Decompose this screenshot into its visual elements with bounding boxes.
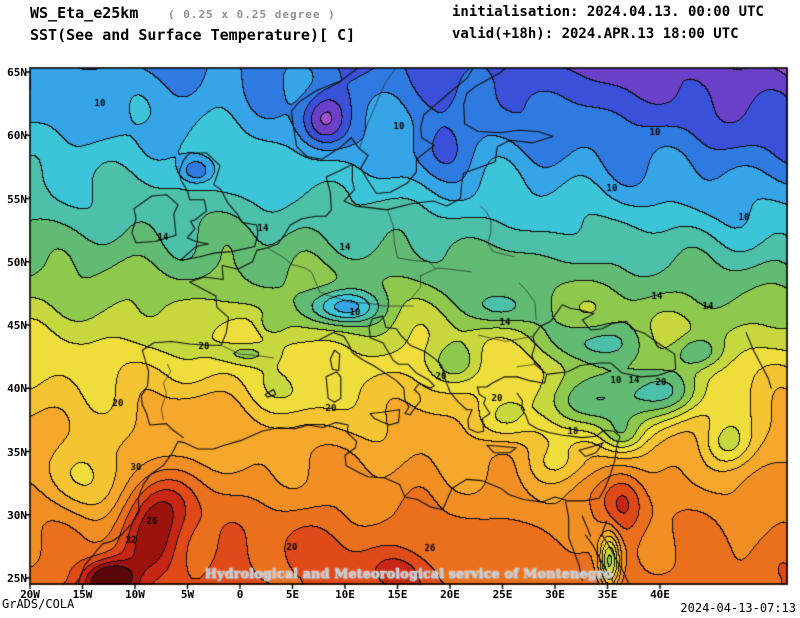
- lat-tick-label: 55N: [7, 192, 27, 206]
- footer-timestamp: 2024-04-13-07:13: [680, 601, 796, 615]
- lon-tick-label: 20W: [20, 588, 40, 601]
- lon-tick-label: 35E: [597, 588, 618, 601]
- lat-tick-label: 50N: [7, 255, 27, 269]
- lat-tick-label: 40N: [7, 382, 27, 396]
- lon-tick-label: 20E: [440, 588, 460, 601]
- lon-tick-label: 5W: [180, 588, 195, 601]
- lon-tick-label: 15E: [387, 588, 408, 601]
- lon-tick-label: 0: [236, 588, 244, 601]
- lat-tick-label: 60N: [7, 129, 27, 143]
- lat-tick-label: 25N: [7, 572, 27, 585]
- lat-tick-label: 65N: [7, 66, 27, 79]
- footer-grads: GrADS/COLA: [2, 597, 75, 611]
- lat-tick-label: 35N: [7, 445, 27, 459]
- lon-tick-label: 15W: [72, 588, 93, 601]
- lon-tick-label: 30E: [545, 588, 565, 601]
- lat-tick-label: 30N: [7, 508, 27, 522]
- lon-tick-label: 10W: [125, 588, 145, 601]
- lat-tick-label: 45N: [7, 319, 27, 332]
- lon-tick-label: 40E: [650, 588, 670, 601]
- lon-tick-label: 25E: [492, 588, 513, 601]
- watermark: Hydrological and Meteorological service …: [204, 567, 613, 582]
- lon-tick-label: 10E: [335, 588, 355, 601]
- lon-tick-label: 5E: [285, 588, 300, 601]
